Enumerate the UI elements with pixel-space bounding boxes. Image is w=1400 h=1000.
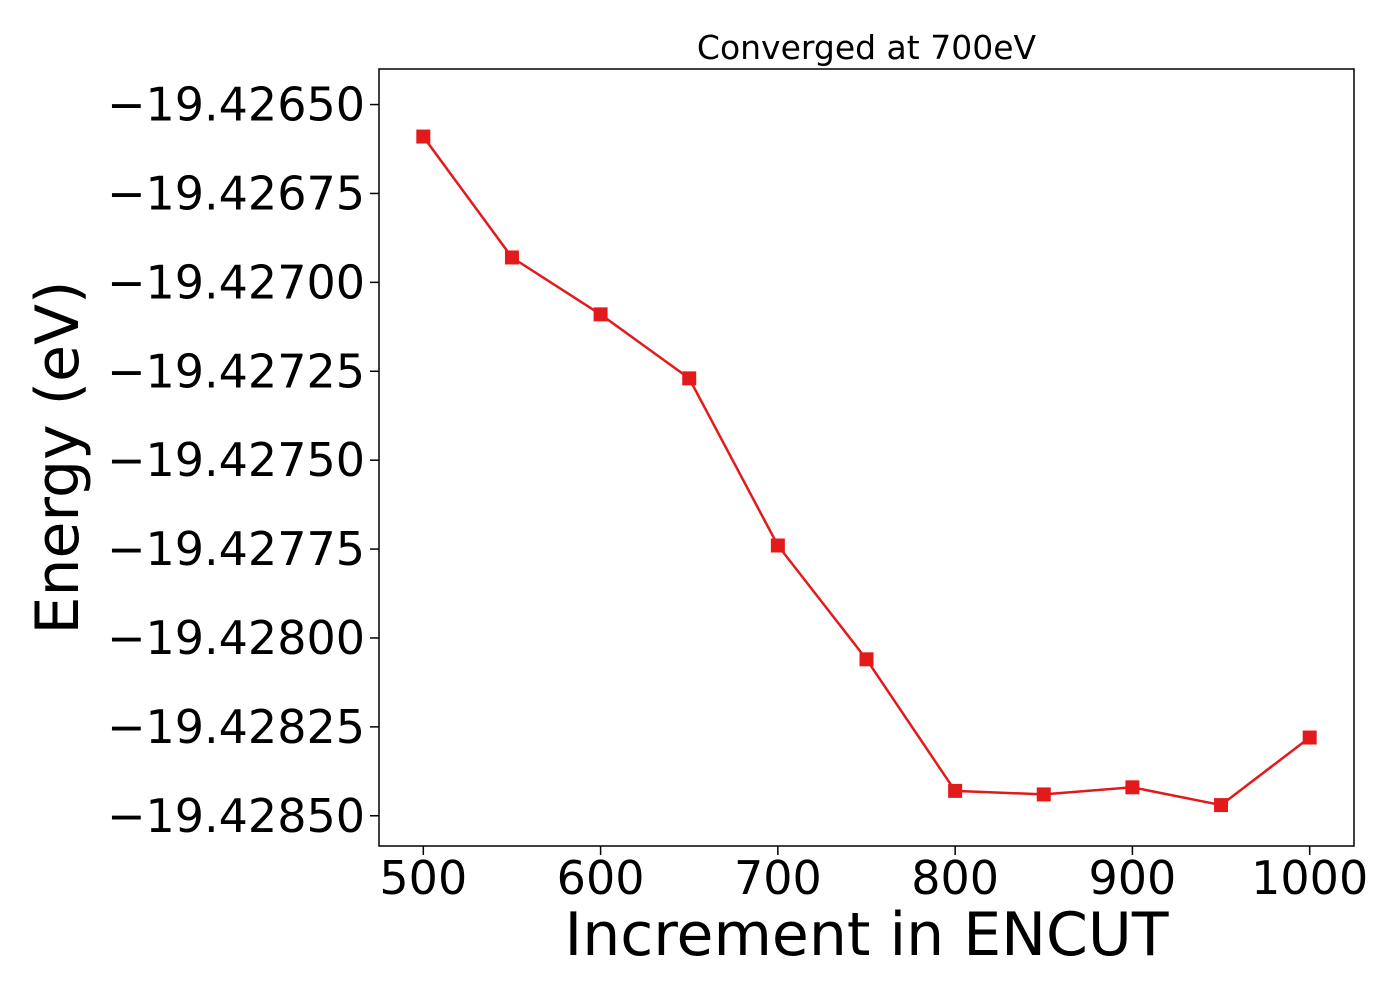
y-tick-label: −19.42675	[107, 166, 365, 220]
data-point	[1214, 798, 1229, 813]
y-tick-label: −19.42825	[107, 700, 365, 754]
x-axis: 500 600 700 800 900 1000	[379, 846, 1368, 905]
y-tick-label: −19.42850	[107, 789, 365, 843]
y-tick-label: −19.42775	[107, 522, 365, 576]
data-point	[770, 538, 785, 553]
series-layer	[416, 129, 1317, 813]
chart-title: Converged at 700eV	[697, 28, 1037, 67]
data-point	[1125, 780, 1140, 795]
y-tick-label: −19.42800	[107, 611, 365, 665]
x-tick-label: 700	[734, 851, 822, 905]
y-tick-label: −19.42700	[107, 255, 365, 309]
x-tick-label: 600	[557, 851, 645, 905]
x-axis-label: Increment in ENCUT	[565, 900, 1169, 970]
data-point	[859, 652, 874, 667]
data-point	[682, 371, 697, 386]
y-tick-label: −19.42750	[107, 433, 365, 487]
plot-area	[378, 68, 1355, 847]
series-line	[422, 135, 1311, 807]
data-point	[593, 307, 608, 322]
x-tick-label: 800	[911, 851, 999, 905]
data-point	[1036, 787, 1051, 802]
y-tick-label: −19.42650	[107, 78, 365, 132]
y-axis: −19.42650 −19.42675 −19.42700 −19.42725 −19.…	[107, 78, 379, 843]
y-tick-label: −19.42725	[107, 344, 365, 398]
data-point	[948, 783, 963, 798]
x-tick-label: 1000	[1251, 851, 1368, 905]
x-tick-label: 500	[379, 851, 467, 905]
data-point	[416, 129, 431, 144]
y-axis-label: Energy (eV)	[23, 281, 93, 635]
data-point	[1302, 730, 1317, 745]
data-point	[504, 250, 519, 265]
x-tick-label: 900	[1089, 851, 1177, 905]
